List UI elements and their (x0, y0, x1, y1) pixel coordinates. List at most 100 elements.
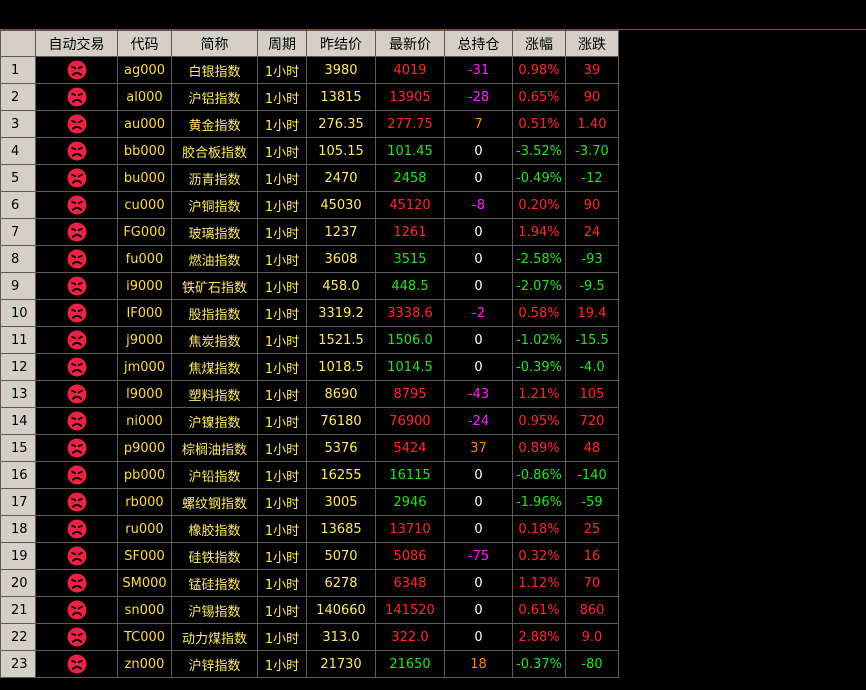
period-cell[interactable]: 1小时 (257, 623, 307, 651)
table-row[interactable]: 2 al000 沪铝指数 1小时 13815 13905 -28 0.65% 90 (0, 83, 619, 111)
col-header-name[interactable]: 简称 (171, 30, 258, 57)
row-number[interactable]: 3 (0, 110, 36, 138)
table-row[interactable]: 14 ni000 沪镍指数 1小时 76180 76900 -24 0.95% 720 (0, 407, 619, 435)
auto-trade-cell[interactable] (35, 569, 118, 597)
table-row[interactable]: 18 ru000 橡胶指数 1小时 13685 13710 0 0.18% 25 (0, 515, 619, 543)
period-cell[interactable]: 1小时 (257, 272, 307, 300)
period-cell[interactable]: 1小时 (257, 299, 307, 327)
table-row[interactable]: 7 FG000 玻璃指数 1小时 1237 1261 0 1.94% 24 (0, 218, 619, 246)
col-header-period[interactable]: 周期 (257, 30, 307, 57)
table-row[interactable]: 3 au000 黄金指数 1小时 276.35 277.75 7 0.51% 1.40 (0, 110, 619, 138)
sad-face-icon[interactable] (67, 519, 87, 539)
table-row[interactable]: 23 zn000 沪锌指数 1小时 21730 21650 18 -0.37% -80 (0, 650, 619, 678)
sad-face-icon[interactable] (67, 573, 87, 593)
col-header-change[interactable]: 涨跌 (565, 30, 619, 57)
table-row[interactable]: 4 bb000 胶合板指数 1小时 105.15 101.45 0 -3.52% -3.70 (0, 137, 619, 165)
row-number[interactable]: 1 (0, 56, 36, 84)
auto-trade-cell[interactable] (35, 407, 118, 435)
auto-trade-cell[interactable] (35, 434, 118, 462)
period-cell[interactable]: 1小时 (257, 83, 307, 111)
period-cell[interactable]: 1小时 (257, 353, 307, 381)
auto-trade-cell[interactable] (35, 164, 118, 192)
row-number[interactable]: 23 (0, 650, 36, 678)
table-row[interactable]: 9 i9000 铁矿石指数 1小时 458.0 448.5 0 -2.07% -9.5 (0, 272, 619, 300)
sad-face-icon[interactable] (67, 357, 87, 377)
auto-trade-cell[interactable] (35, 596, 118, 624)
auto-trade-cell[interactable] (35, 542, 118, 570)
period-cell[interactable]: 1小时 (257, 218, 307, 246)
row-number[interactable]: 2 (0, 83, 36, 111)
sad-face-icon[interactable] (67, 330, 87, 350)
period-cell[interactable]: 1小时 (257, 56, 307, 84)
table-row[interactable]: 10 IF000 股指指数 1小时 3319.2 3338.6 -2 0.58% 19.4 (0, 299, 619, 327)
auto-trade-cell[interactable] (35, 623, 118, 651)
auto-trade-cell[interactable] (35, 272, 118, 300)
sad-face-icon[interactable] (67, 195, 87, 215)
sad-face-icon[interactable] (67, 600, 87, 620)
sad-face-icon[interactable] (67, 492, 87, 512)
auto-trade-cell[interactable] (35, 299, 118, 327)
period-cell[interactable]: 1小时 (257, 488, 307, 516)
table-row[interactable]: 5 bu000 沥青指数 1小时 2470 2458 0 -0.49% -12 (0, 164, 619, 192)
period-cell[interactable]: 1小时 (257, 110, 307, 138)
period-cell[interactable]: 1小时 (257, 461, 307, 489)
auto-trade-cell[interactable] (35, 83, 118, 111)
row-number[interactable]: 7 (0, 218, 36, 246)
period-cell[interactable]: 1小时 (257, 434, 307, 462)
sad-face-icon[interactable] (67, 627, 87, 647)
row-number[interactable]: 20 (0, 569, 36, 597)
auto-trade-cell[interactable] (35, 515, 118, 543)
row-number[interactable]: 15 (0, 434, 36, 462)
period-cell[interactable]: 1小时 (257, 596, 307, 624)
period-cell[interactable]: 1小时 (257, 569, 307, 597)
row-number[interactable]: 8 (0, 245, 36, 273)
table-row[interactable]: 16 pb000 沪铅指数 1小时 16255 16115 0 -0.86% -140 (0, 461, 619, 489)
row-number[interactable]: 18 (0, 515, 36, 543)
sad-face-icon[interactable] (67, 303, 87, 323)
sad-face-icon[interactable] (67, 465, 87, 485)
row-number[interactable]: 21 (0, 596, 36, 624)
row-number[interactable]: 9 (0, 272, 36, 300)
table-row[interactable]: 1 ag000 白银指数 1小时 3980 4019 -31 0.98% 39 (0, 56, 619, 84)
auto-trade-cell[interactable] (35, 380, 118, 408)
auto-trade-cell[interactable] (35, 218, 118, 246)
table-row[interactable]: 17 rb000 螺纹钢指数 1小时 3005 2946 0 -1.96% -59 (0, 488, 619, 516)
auto-trade-cell[interactable] (35, 56, 118, 84)
table-row[interactable]: 11 j9000 焦炭指数 1小时 1521.5 1506.0 0 -1.02% -15.5 (0, 326, 619, 354)
row-number[interactable]: 19 (0, 542, 36, 570)
period-cell[interactable]: 1小时 (257, 191, 307, 219)
sad-face-icon[interactable] (67, 276, 87, 296)
sad-face-icon[interactable] (67, 222, 87, 242)
auto-trade-cell[interactable] (35, 110, 118, 138)
period-cell[interactable]: 1小时 (257, 164, 307, 192)
period-cell[interactable]: 1小时 (257, 650, 307, 678)
row-number[interactable]: 22 (0, 623, 36, 651)
period-cell[interactable]: 1小时 (257, 542, 307, 570)
row-number[interactable]: 6 (0, 191, 36, 219)
col-header-code[interactable]: 代码 (117, 30, 172, 57)
table-row[interactable]: 21 sn000 沪锡指数 1小时 140660 141520 0 0.61% 860 (0, 596, 619, 624)
row-number[interactable]: 13 (0, 380, 36, 408)
auto-trade-cell[interactable] (35, 461, 118, 489)
row-number[interactable]: 17 (0, 488, 36, 516)
table-row[interactable]: 22 TC000 动力煤指数 1小时 313.0 322.0 0 2.88% 9.0 (0, 623, 619, 651)
row-number[interactable]: 11 (0, 326, 36, 354)
sad-face-icon[interactable] (67, 411, 87, 431)
sad-face-icon[interactable] (67, 60, 87, 80)
auto-trade-cell[interactable] (35, 650, 118, 678)
table-row[interactable]: 13 l9000 塑料指数 1小时 8690 8795 -43 1.21% 105 (0, 380, 619, 408)
sad-face-icon[interactable] (67, 249, 87, 269)
col-header-change-pct[interactable]: 涨幅 (512, 30, 566, 57)
period-cell[interactable]: 1小时 (257, 137, 307, 165)
sad-face-icon[interactable] (67, 546, 87, 566)
period-cell[interactable]: 1小时 (257, 407, 307, 435)
sad-face-icon[interactable] (67, 114, 87, 134)
sad-face-icon[interactable] (67, 168, 87, 188)
col-header-auto-trade[interactable]: 自动交易 (35, 30, 118, 57)
sad-face-icon[interactable] (67, 654, 87, 674)
auto-trade-cell[interactable] (35, 488, 118, 516)
row-number[interactable]: 16 (0, 461, 36, 489)
period-cell[interactable]: 1小时 (257, 380, 307, 408)
table-row[interactable]: 20 SM000 锰硅指数 1小时 6278 6348 0 1.12% 70 (0, 569, 619, 597)
auto-trade-cell[interactable] (35, 245, 118, 273)
